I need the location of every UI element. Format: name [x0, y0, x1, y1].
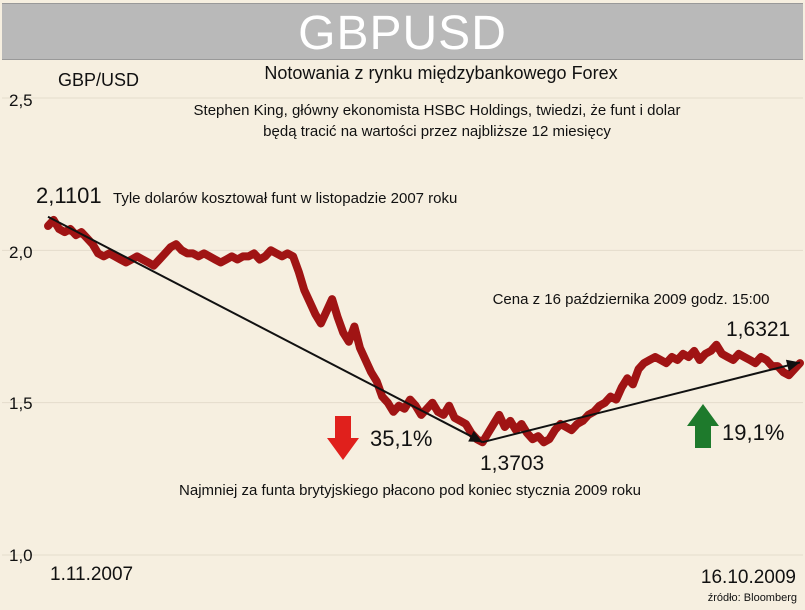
- ytick-label-2-0: 2,0: [9, 243, 33, 262]
- down-arrow-icon: [327, 416, 359, 460]
- min-value-label: 1,3703: [480, 452, 544, 475]
- price-note: Cena z 16 października 2009 godz. 15:00: [493, 291, 770, 308]
- rise-percent: 19,1%: [722, 420, 784, 445]
- ytick-label-1-5: 1,5: [9, 394, 33, 413]
- start-note: Tyle dolarów kosztował funt w listopadzi…: [113, 190, 457, 207]
- source-note: źródło: Bloomberg: [708, 592, 797, 604]
- series-group: [44, 215, 804, 447]
- chart-main-title: GBPUSD: [298, 7, 507, 60]
- x-end-label: 16.10.2009: [701, 567, 796, 588]
- ytick-label-2-5: 2,5: [9, 91, 33, 110]
- series-line-gbpusd: [44, 215, 804, 447]
- x-start-label: 1.11.2007: [50, 564, 133, 585]
- trend-arrowhead-1: [785, 359, 800, 372]
- title-bar: GBPUSD: [2, 3, 803, 60]
- up-arrow-icon: [687, 404, 719, 448]
- gridlines: [2, 97, 803, 556]
- decline-percent: 35,1%: [370, 426, 432, 451]
- ytick-label-1-0: 1,0: [9, 546, 33, 565]
- end-value-label: 1,6321: [726, 318, 790, 341]
- trend-line-0: [47, 215, 483, 444]
- trend-lines: [47, 215, 801, 444]
- trend-arrowhead-0: [468, 430, 483, 443]
- trend-line-1: [482, 361, 801, 444]
- start-value-label: 2,1101: [36, 183, 102, 208]
- subtitle-line-1: Stephen King, główny ekonomista HSBC Hol…: [194, 102, 681, 119]
- min-note: Najmniej za funta brytyjskiego płacono p…: [179, 482, 641, 499]
- subtitle-line-2: będą tracić na wartości przez najbliższe…: [263, 123, 611, 140]
- y-axis-label: GBP/USD: [58, 70, 139, 90]
- chart-title: Notowania z rynku międzybankowego Forex: [264, 63, 617, 83]
